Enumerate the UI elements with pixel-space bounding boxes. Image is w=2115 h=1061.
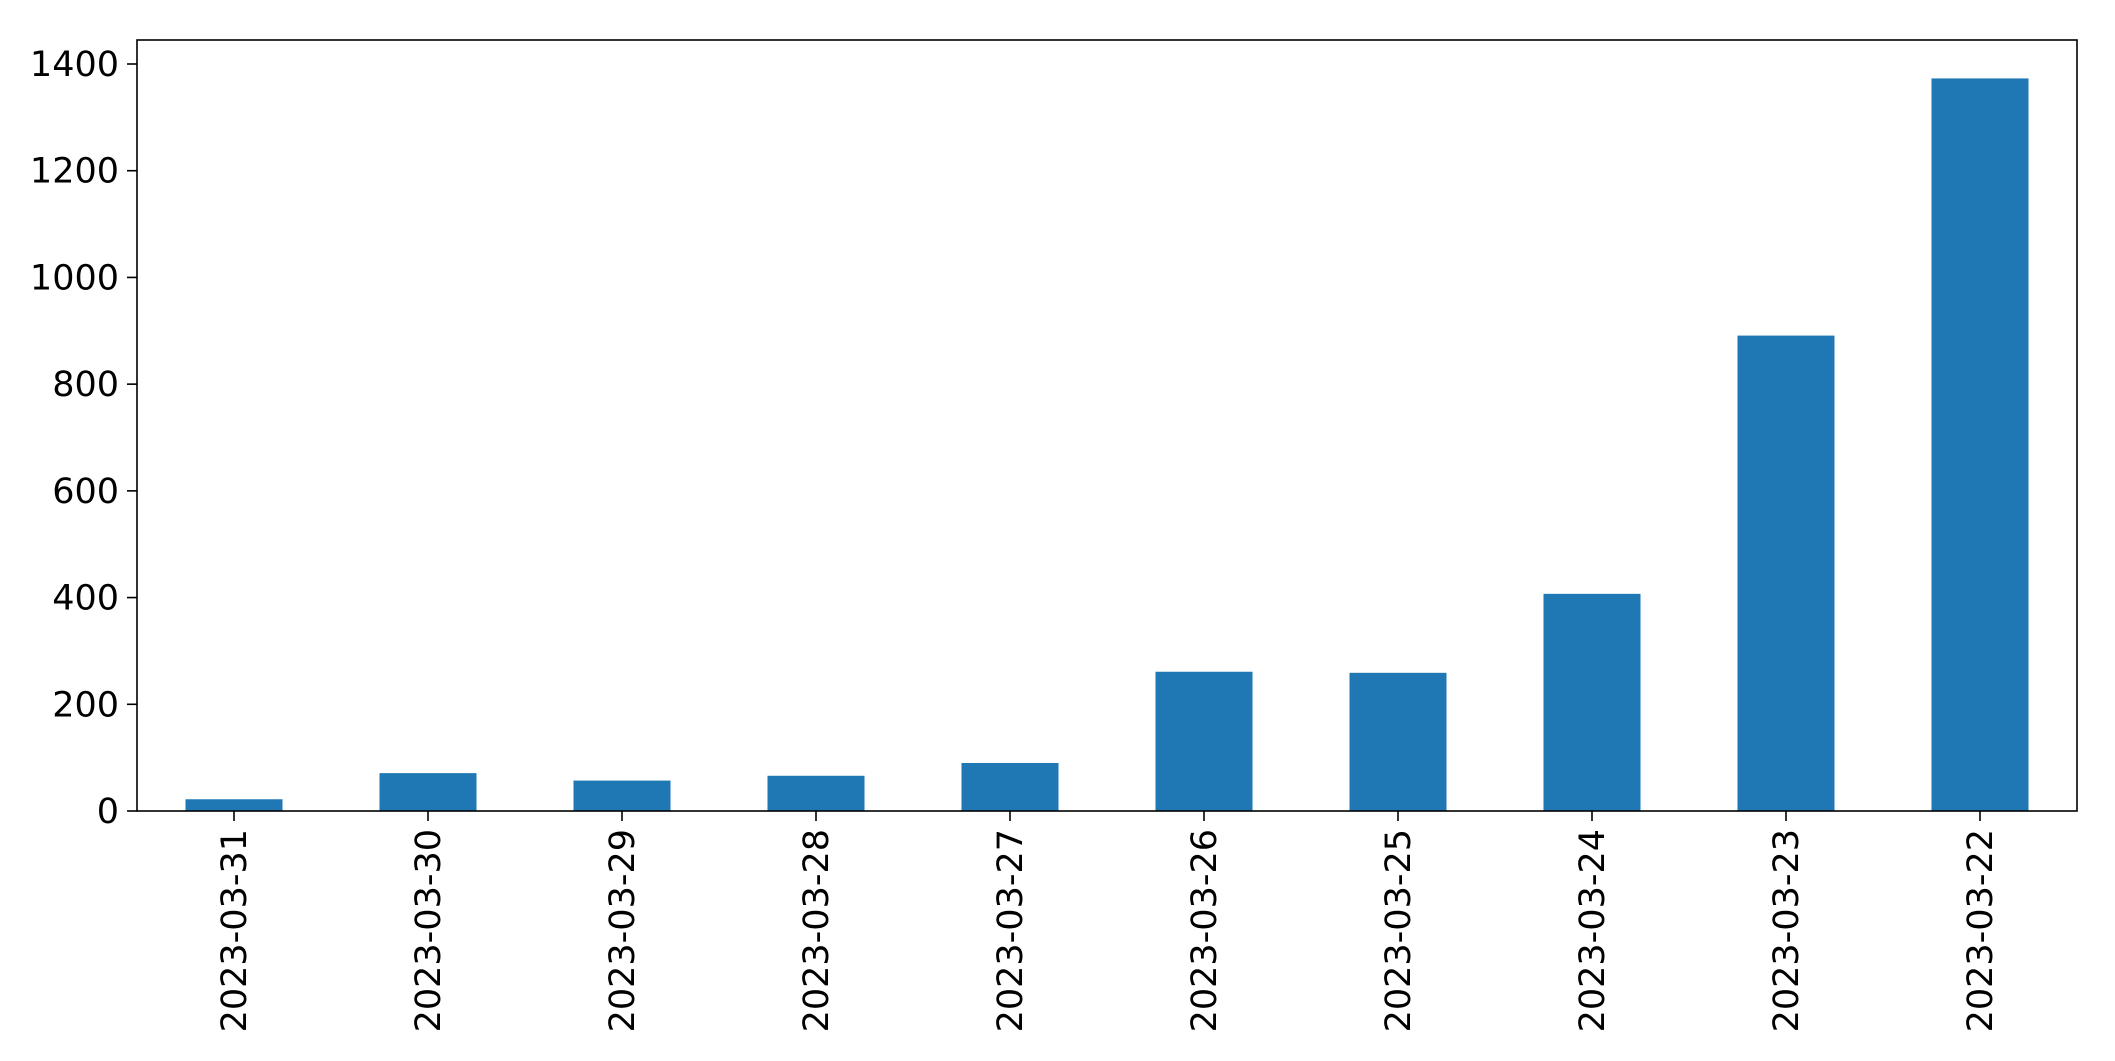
y-tick-label: 1000 bbox=[30, 258, 119, 298]
x-tick-label: 2023-03-28 bbox=[797, 829, 837, 1032]
y-tick-label: 0 bbox=[97, 792, 119, 832]
y-axis: 0 200 400 600 800 1000 1200 1400 bbox=[30, 45, 137, 832]
bar-2023-03-27 bbox=[961, 762, 1059, 811]
y-tick-label: 800 bbox=[52, 365, 119, 405]
bar-2023-03-23 bbox=[1737, 335, 1835, 811]
x-tick-label: 2023-03-23 bbox=[1767, 829, 1807, 1032]
bar-2023-03-28 bbox=[767, 775, 865, 811]
bar-2023-03-29 bbox=[573, 780, 671, 811]
bar-2023-03-22 bbox=[1931, 78, 2029, 811]
y-tick-label: 600 bbox=[52, 472, 119, 512]
y-tick-label: 1400 bbox=[30, 45, 119, 85]
x-tick-label: 2023-03-26 bbox=[1185, 829, 1225, 1032]
y-tick-label: 200 bbox=[52, 685, 119, 725]
bar-2023-03-25 bbox=[1349, 672, 1447, 811]
y-tick-label: 400 bbox=[52, 579, 119, 619]
x-tick-label: 2023-03-22 bbox=[1961, 829, 2001, 1032]
plot-frame bbox=[136, 39, 2078, 812]
x-tick-label: 2023-03-24 bbox=[1573, 829, 1613, 1032]
bars-group bbox=[185, 78, 2029, 811]
x-tick-label: 2023-03-31 bbox=[215, 829, 255, 1032]
x-axis: 2023-03-31 2023-03-30 2023-03-29 2023-03-28… bbox=[215, 811, 2001, 1032]
x-tick-label: 2023-03-30 bbox=[409, 829, 449, 1032]
bar-2023-03-24 bbox=[1543, 593, 1641, 811]
y-tick-label: 1200 bbox=[30, 152, 119, 192]
x-tick-label: 2023-03-29 bbox=[603, 829, 643, 1032]
bar-2023-03-30 bbox=[379, 773, 477, 811]
bar-2023-03-26 bbox=[1155, 671, 1253, 811]
x-tick-label: 2023-03-27 bbox=[991, 829, 1031, 1032]
bar-2023-03-31 bbox=[185, 799, 283, 811]
x-tick-label: 2023-03-25 bbox=[1379, 829, 1419, 1032]
